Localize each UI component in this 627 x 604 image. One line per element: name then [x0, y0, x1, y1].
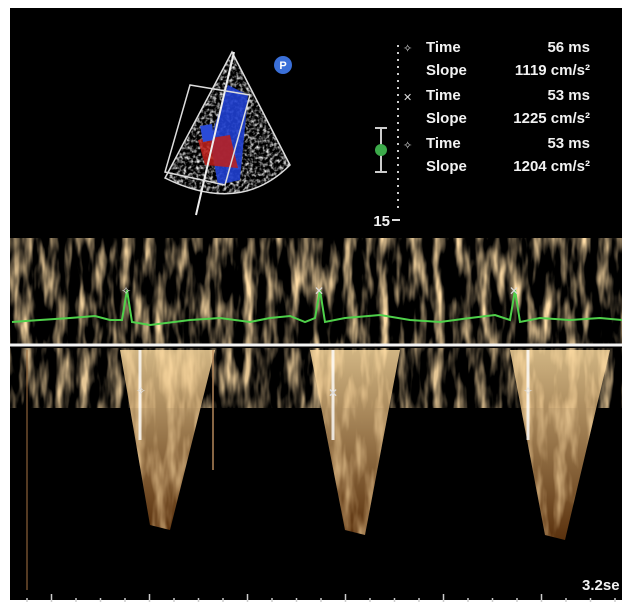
slope-label: Slope — [426, 110, 467, 127]
slope-label: Slope — [426, 158, 467, 175]
time-value: 53 ms — [547, 87, 590, 104]
probe-icon-label: P — [279, 60, 286, 72]
ultrasound-screen: P 15 ✧ ✕ ✧ Time 56 ms Slope 1119 cm/s² Time 5… — [0, 0, 627, 604]
svg-text:✧: ✧ — [523, 384, 533, 398]
time-label: Time — [426, 135, 461, 152]
time-label: Time — [426, 87, 461, 104]
slope-value: 1119 cm/s² — [515, 62, 590, 79]
svg-text:✕: ✕ — [509, 284, 519, 298]
slope-value: 1204 cm/s² — [513, 158, 590, 175]
svg-text:✕: ✕ — [328, 386, 338, 400]
time-label: Time — [426, 39, 461, 56]
svg-text:✧: ✧ — [136, 384, 146, 398]
svg-text:✕: ✕ — [314, 284, 324, 298]
sweep-label: 3.2se — [582, 577, 620, 594]
svg-text:✧: ✧ — [403, 43, 412, 55]
scale-label: 15 — [373, 213, 390, 230]
svg-text:✧: ✧ — [121, 284, 131, 298]
slope-label: Slope — [426, 62, 467, 79]
time-value: 53 ms — [547, 135, 590, 152]
svg-text:✕: ✕ — [403, 92, 412, 104]
slope-value: 1225 cm/s² — [513, 110, 590, 127]
svg-text:✧: ✧ — [403, 140, 412, 152]
time-value: 56 ms — [547, 39, 590, 56]
